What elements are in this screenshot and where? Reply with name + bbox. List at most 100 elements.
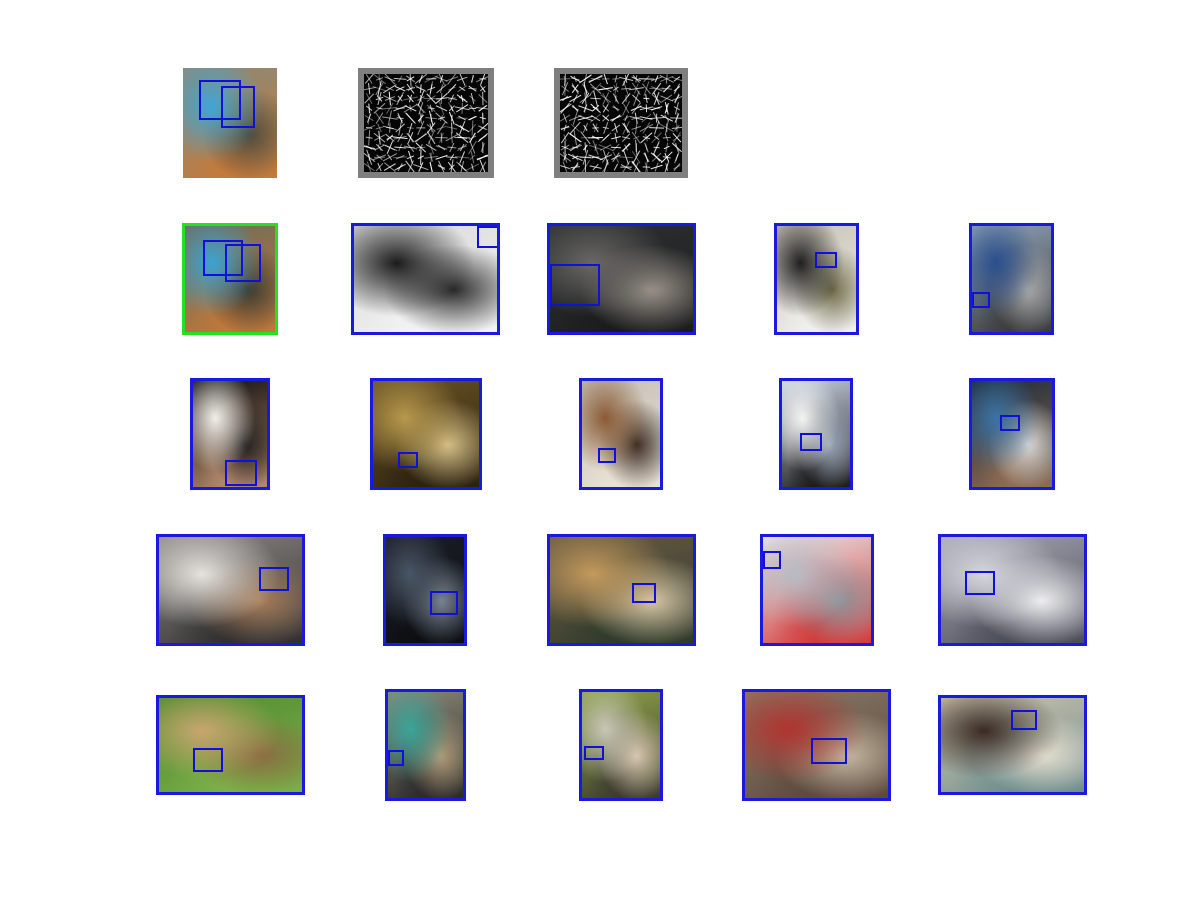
- hog-stroke: [420, 84, 422, 94]
- result-woman-table: [547, 534, 696, 646]
- hog-stroke: [372, 74, 387, 85]
- hog-stroke: [652, 152, 661, 162]
- hog-stroke: [622, 100, 631, 116]
- hog-stroke: [673, 164, 681, 170]
- hog-stroke: [589, 82, 602, 95]
- hog-stroke: [620, 164, 632, 171]
- hog-stroke: [447, 74, 457, 85]
- hog-stroke: [426, 131, 436, 145]
- hog-stroke: [645, 160, 648, 172]
- result-shaggy-dog: [547, 223, 696, 335]
- hog-stroke: [590, 115, 601, 122]
- hog-stroke: [418, 74, 423, 84]
- hog-stroke: [469, 115, 476, 121]
- detection-box: [972, 292, 990, 308]
- hog-stroke: [602, 105, 610, 112]
- hog-stroke: [592, 140, 599, 155]
- hog-stroke: [425, 116, 437, 120]
- result-man-sunglasses: [190, 378, 270, 490]
- hog-stroke: [364, 124, 376, 131]
- hog-glyph-field: [364, 74, 488, 172]
- hog-stroke: [632, 160, 640, 172]
- hog-stroke: [468, 123, 477, 132]
- hog-stroke: [471, 120, 474, 136]
- result-white-cat: [760, 534, 874, 646]
- hog-stroke: [435, 76, 448, 82]
- hog-stroke: [366, 113, 372, 123]
- hog-stroke: [622, 74, 630, 87]
- hog-stroke: [578, 105, 593, 112]
- hog-stroke: [560, 103, 572, 113]
- hog-stroke: [591, 104, 600, 112]
- hog-stroke: [429, 104, 433, 112]
- hog-stroke: [603, 74, 608, 85]
- hog-stroke: [674, 102, 679, 115]
- hog-stroke: [631, 125, 642, 130]
- hog-stroke: [650, 76, 663, 82]
- hog-stroke: [396, 91, 405, 106]
- detection-box: [1000, 415, 1020, 431]
- hog-stroke: [635, 75, 638, 83]
- hog-stroke: [619, 156, 634, 159]
- hog-stroke: [436, 84, 447, 94]
- hog-stroke: [589, 83, 602, 94]
- hog-stroke: [364, 86, 376, 91]
- detection-box: [763, 551, 781, 569]
- hog-stroke: [383, 84, 397, 94]
- hog-stroke: [581, 160, 590, 172]
- hog-stroke: [393, 77, 407, 80]
- hog-stroke: [582, 122, 589, 133]
- result-cyclist: [385, 689, 466, 801]
- hog-stroke: [430, 113, 432, 123]
- hog-stroke: [664, 120, 669, 136]
- detection-box: [430, 591, 458, 615]
- hog-stroke: [459, 143, 465, 152]
- hog-stroke: [387, 154, 393, 161]
- hog-stroke: [560, 131, 570, 144]
- result-zebra-gate: [351, 223, 500, 335]
- query-dog-coat-image: [183, 68, 277, 178]
- hog-stroke: [429, 123, 433, 133]
- hog-stroke: [435, 92, 448, 105]
- hog-stroke: [602, 93, 610, 104]
- hog-stroke: [645, 93, 648, 104]
- hog-stroke: [580, 131, 591, 145]
- hog-stroke: [409, 74, 412, 87]
- result-man-patterned-shirt: [969, 378, 1055, 490]
- hog-stroke: [426, 93, 436, 104]
- hog-stroke: [572, 153, 579, 161]
- hog-stroke: [388, 91, 391, 106]
- result-women-couch: [579, 689, 663, 801]
- detection-box: [550, 264, 600, 306]
- hog-stroke: [584, 103, 587, 113]
- hog-stroke: [375, 126, 384, 130]
- detection-box: [221, 86, 255, 128]
- result-latte-art: [579, 378, 663, 490]
- detection-box: [584, 746, 604, 760]
- hog-stroke: [408, 94, 413, 103]
- hog-stroke: [612, 143, 620, 152]
- hog-stroke: [674, 94, 680, 103]
- hog-stroke: [634, 112, 638, 124]
- hog-stroke: [368, 130, 371, 146]
- hog-stroke: [471, 163, 474, 171]
- hog-stroke: [642, 122, 651, 134]
- hog-stroke: [447, 83, 457, 94]
- detection-box: [199, 80, 241, 120]
- hog-stroke: [578, 115, 593, 122]
- hog-stroke: [427, 86, 436, 91]
- hog-stroke: [396, 117, 404, 120]
- hog-stroke: [378, 130, 381, 145]
- hog-stroke: [569, 94, 582, 103]
- hog-stroke: [459, 125, 465, 131]
- result-dark-bag: [383, 534, 467, 646]
- hog-stroke: [406, 83, 415, 94]
- hog-stroke: [446, 96, 458, 101]
- hog-stroke: [448, 164, 455, 170]
- hog-stroke: [600, 144, 612, 151]
- hog-stroke: [611, 135, 621, 140]
- hog-stroke: [384, 76, 396, 82]
- hog-stroke: [660, 75, 674, 82]
- hog-stroke: [364, 93, 375, 104]
- hog-stroke: [397, 163, 403, 172]
